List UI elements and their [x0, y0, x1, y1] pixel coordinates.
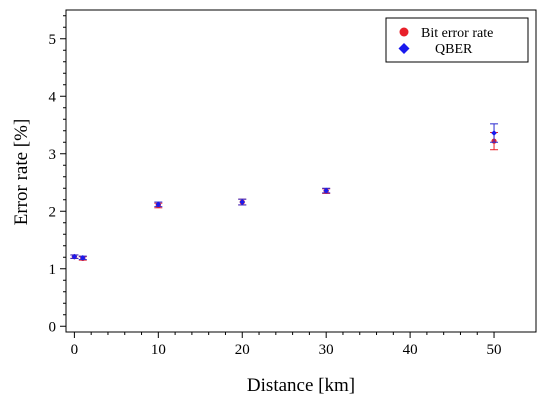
data-point-qber — [323, 187, 329, 194]
data-point-qber — [79, 255, 86, 261]
x-tick-label: 40 — [403, 342, 418, 358]
data-point-qber — [239, 199, 246, 205]
x-tick-label: 0 — [71, 342, 79, 358]
data-point-qber — [491, 130, 497, 136]
data-series — [70, 123, 499, 261]
y-tick-label: 1 — [49, 262, 57, 278]
y-axis-label: Error rate [%] — [11, 119, 32, 226]
legend-marker-qber — [398, 43, 410, 54]
data-point-qber — [155, 201, 162, 208]
series-bit-error-rate — [70, 131, 499, 261]
series-qber — [70, 123, 499, 261]
legend-label-bit-error-rate: Bit error rate — [421, 26, 493, 41]
x-tick-label: 50 — [487, 342, 502, 358]
data-point-qber — [71, 253, 78, 260]
plot-frame — [65, 9, 537, 333]
y-tick-label: 3 — [49, 147, 57, 163]
x-tick-label: 10 — [151, 342, 166, 358]
y-tick-label: 4 — [49, 89, 57, 105]
x-axis-label: Distance [km] — [247, 375, 355, 396]
x-tick-label: 30 — [319, 342, 334, 358]
legend-label-qber: QBER — [435, 42, 473, 57]
legend-marker-bit-error-rate — [399, 27, 409, 37]
x-axis-ticks: 0 10 20 30 40 50 — [71, 332, 502, 358]
legend: Bit error rate QBER — [385, 17, 529, 63]
x-tick-label: 20 — [235, 342, 250, 358]
y-tick-label: 2 — [49, 204, 57, 220]
y-axis-ticks: 0 1 2 3 4 5 — [49, 15, 66, 335]
y-tick-label: 0 — [49, 319, 57, 335]
y-tick-label: 5 — [49, 32, 57, 48]
legend-box — [385, 17, 529, 63]
